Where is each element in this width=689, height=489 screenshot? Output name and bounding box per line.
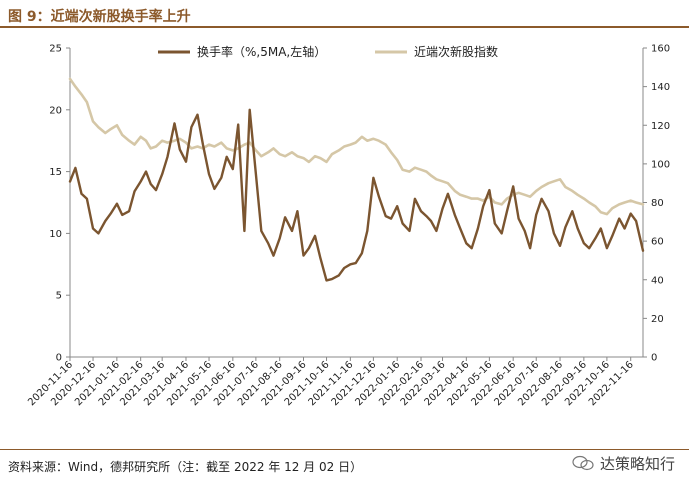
legend: 换手率（%,5MA,左轴） 近端次新股指数 xyxy=(158,44,498,59)
right-tick-label: 60 xyxy=(651,237,664,248)
legend-label-turnover: 换手率（%,5MA,左轴） xyxy=(197,44,326,59)
left-tick-label: 5 xyxy=(56,291,62,302)
turnover-series-line xyxy=(68,108,645,282)
left-tick-label: 20 xyxy=(49,105,62,116)
right-tick-label: 120 xyxy=(651,121,670,132)
left-tick-label: 15 xyxy=(49,167,62,178)
watermark: 达策略知行 xyxy=(572,451,675,475)
bottom-rule xyxy=(0,449,689,450)
axes: 05101520250204060801001201401602020-11-1… xyxy=(26,44,670,409)
right-tick-label: 40 xyxy=(651,275,664,286)
legend-label-index: 近端次新股指数 xyxy=(414,44,498,59)
series-layer xyxy=(68,77,645,282)
index-series-line xyxy=(68,77,645,216)
left-tick-label: 10 xyxy=(49,229,62,240)
watermark-text: 达策略知行 xyxy=(599,454,675,473)
left-tick-label: 0 xyxy=(56,353,62,364)
right-tick-label: 160 xyxy=(651,44,670,55)
right-tick-label: 140 xyxy=(651,82,670,93)
right-tick-label: 20 xyxy=(651,314,664,325)
right-tick-label: 0 xyxy=(651,353,657,364)
left-tick-label: 25 xyxy=(49,44,62,55)
chart: 05101520250204060801001201401602020-11-1… xyxy=(26,44,670,409)
title-rule xyxy=(0,26,689,28)
source-note: 资料来源：Wind，德邦研究所（注：截至 2022 年 12 月 02 日） xyxy=(8,460,363,474)
right-tick-label: 100 xyxy=(651,159,670,170)
figure-title: 图 9：近端次新股换手率上升 xyxy=(8,9,191,25)
right-tick-label: 80 xyxy=(651,198,664,209)
wechat-icon xyxy=(572,455,594,471)
